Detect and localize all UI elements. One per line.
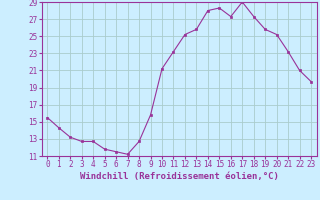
X-axis label: Windchill (Refroidissement éolien,°C): Windchill (Refroidissement éolien,°C): [80, 172, 279, 181]
